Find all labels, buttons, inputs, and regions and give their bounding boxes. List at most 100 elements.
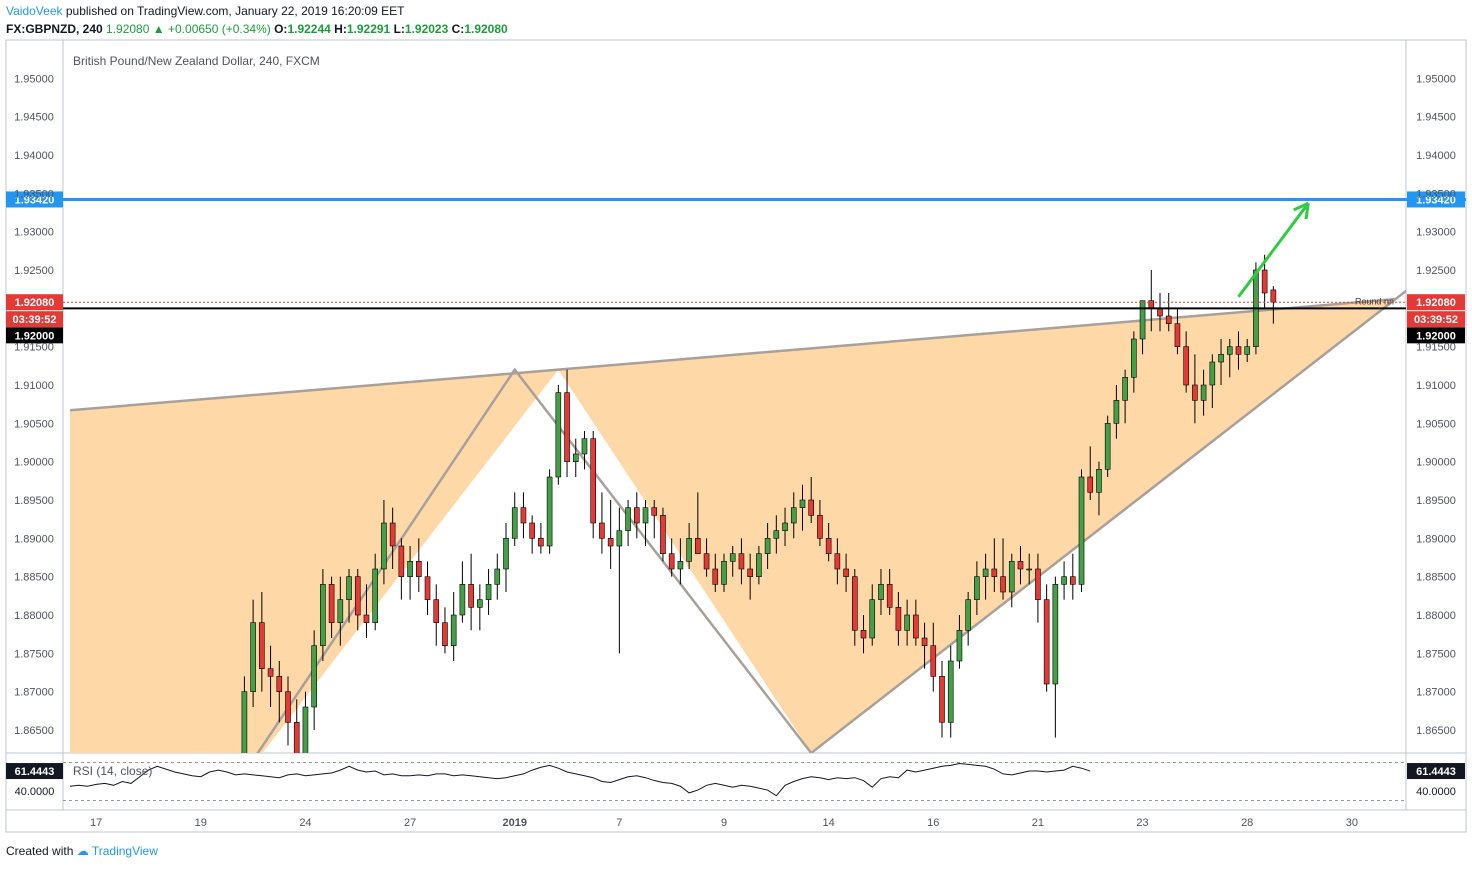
arrow-head-1-0 — [1304, 203, 1310, 220]
candle-up — [782, 522, 788, 531]
round-number-label: Round nn — [1355, 296, 1394, 306]
candle-down — [695, 538, 701, 554]
price-tick-right: 1.92500 — [1416, 265, 1456, 277]
price-tick-left: 1.93000 — [14, 227, 54, 239]
price-levels: Round nn 1.93420 1.92080 03:39:52 1.92000 1.9… — [6, 191, 1466, 344]
candle-down — [1017, 561, 1024, 570]
price-tick-right: 1.87500 — [1416, 648, 1456, 660]
candlesticks — [241, 254, 1277, 753]
close-label: C: — [451, 22, 465, 36]
right-rsi-mid-label: 40.0000 — [1416, 786, 1456, 798]
candle-down — [991, 568, 998, 577]
candle-up — [1078, 476, 1085, 585]
last-price: 1.92080 — [106, 22, 150, 36]
candle-down — [808, 499, 815, 516]
candle-up — [581, 438, 588, 455]
candle-down — [1261, 269, 1268, 294]
candle-up — [407, 561, 413, 577]
time-tick: 19 — [195, 817, 207, 829]
left-target-price-badge-bg — [6, 191, 63, 208]
candle-down — [747, 568, 753, 577]
candle-down — [1235, 346, 1242, 355]
candle-down — [276, 676, 283, 692]
chart-title: British Pound/New Zealand Dollar, 240, F… — [73, 54, 320, 68]
time-tick: 16 — [927, 817, 939, 829]
author-link[interactable]: VaidoVeek — [6, 4, 63, 18]
candle-down — [354, 576, 361, 616]
candle-up — [756, 553, 762, 577]
candle-up — [729, 553, 736, 562]
price-tick-right: 1.89000 — [1416, 533, 1456, 545]
price-tick-left: 1.91500 — [14, 342, 54, 354]
rsi-line — [69, 762, 1091, 797]
candle-down — [590, 438, 597, 524]
candle-down — [398, 545, 405, 577]
candle-down — [703, 553, 710, 570]
candle-down — [520, 507, 527, 524]
candle-down — [1070, 576, 1076, 585]
candle-up — [337, 599, 344, 623]
price-tick-left: 1.94000 — [14, 150, 54, 162]
price-tick-left: 1.88000 — [14, 610, 54, 622]
left-round-price-badge: 1.92000 — [15, 330, 55, 342]
left-round-price-badge-bg — [6, 327, 63, 344]
price-change: +0.00650 (+0.34%) — [168, 22, 271, 36]
rsi-pane: RSI (14, close) 61.4443 40.0000 61.4443 40.0… — [6, 762, 1465, 801]
candle-down — [939, 676, 945, 723]
right-countdown-badge: 03:39:52 — [1414, 314, 1458, 326]
close-value: 1.92080 — [464, 22, 508, 36]
price-axis: 1.95000 1.95000 1.94500 1.94500 1.94000 1.940… — [14, 73, 1456, 737]
candle-up — [799, 499, 806, 508]
candle-up — [1131, 338, 1137, 378]
candle-up — [686, 538, 692, 562]
published-text: published on TradingView.com, January 22… — [65, 4, 405, 18]
candle-down — [913, 614, 919, 639]
candle-up — [1218, 354, 1224, 363]
price-tick-right: 1.87000 — [1416, 687, 1456, 699]
candle-up — [965, 599, 971, 631]
high-value: 1.92291 — [346, 22, 391, 36]
price-tick-right: 1.94000 — [1416, 150, 1456, 162]
symbol-label: FX:GBPNZD, 240 — [6, 22, 103, 36]
candle-up — [642, 507, 649, 524]
price-tick-right: 1.89500 — [1416, 495, 1456, 507]
left-rsi-value-badge-bg — [6, 763, 63, 780]
price-tick-left: 1.93500 — [14, 188, 54, 200]
low-label: L: — [393, 22, 405, 36]
candle-up — [904, 614, 910, 631]
candle-down — [825, 538, 832, 554]
candle-down — [851, 576, 858, 631]
candle-down — [424, 576, 431, 600]
candle-down — [886, 584, 893, 608]
up-triangle-icon: ▲ — [152, 22, 165, 36]
candle-down — [817, 515, 823, 539]
left-rsi-value-badge: 61.4443 — [15, 766, 55, 778]
candle-up — [869, 599, 876, 639]
price-tick-left: 1.87500 — [14, 648, 54, 660]
tradingview-brand[interactable]: TradingView — [91, 844, 158, 858]
candle-down — [259, 622, 265, 669]
price-tick-right: 1.86500 — [1416, 725, 1456, 737]
left-rsi-mid-label: 40.0000 — [15, 786, 55, 798]
left-countdown-badge-bg — [6, 311, 63, 328]
candle-down — [607, 538, 614, 547]
price-tick-left: 1.91000 — [14, 380, 54, 392]
candle-up — [572, 453, 579, 462]
candle-down — [599, 522, 605, 539]
time-tick: 9 — [721, 817, 727, 829]
price-tick-left: 1.95000 — [14, 73, 54, 85]
price-tick-left: 1.89000 — [14, 533, 54, 545]
wedge-fill-right — [558, 299, 1396, 753]
candle-up — [511, 507, 518, 539]
price-tick-right: 1.91500 — [1416, 342, 1456, 354]
candle-down — [363, 614, 370, 623]
candle-down — [433, 599, 440, 623]
candle-up — [1096, 469, 1102, 493]
candle-up — [790, 507, 797, 524]
candle-down — [389, 522, 396, 547]
candle-down — [834, 553, 841, 570]
candle-down — [1183, 346, 1189, 386]
candle-up — [1113, 400, 1120, 424]
price-tick-right: 1.94500 — [1416, 112, 1456, 124]
